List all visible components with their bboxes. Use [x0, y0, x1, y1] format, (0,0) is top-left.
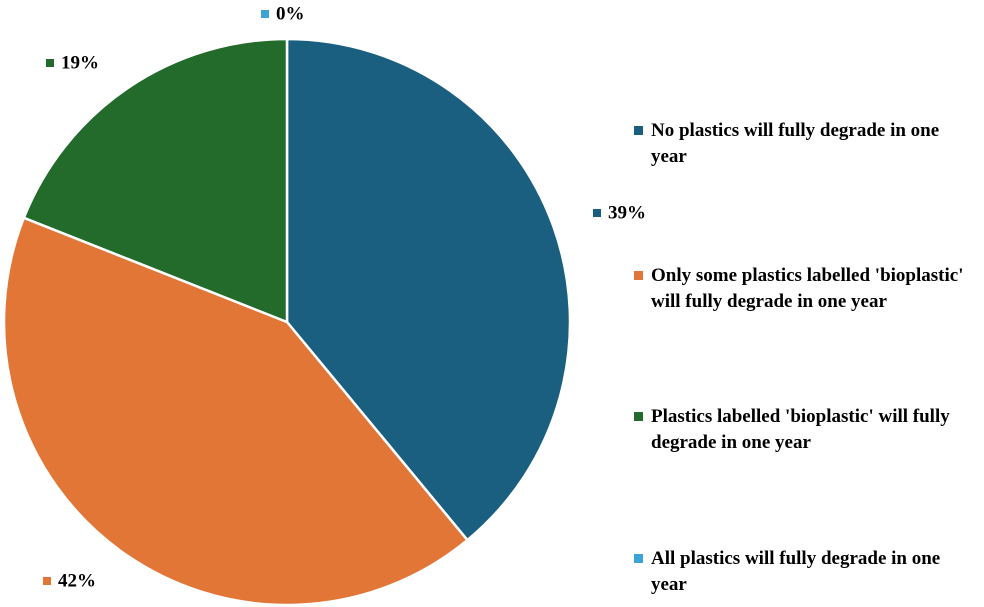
data-label-text: 39%	[608, 203, 646, 224]
legend-item: Only some plastics labelled 'bioplastic'…	[634, 263, 979, 315]
pie-slice	[285, 37, 572, 542]
data-label: 39%	[593, 203, 646, 224]
data-label-marker	[261, 10, 269, 18]
legend-item: Plastics labelled 'bioplastic' will full…	[634, 404, 979, 456]
pie-slice	[2, 216, 469, 607]
data-label-marker	[43, 577, 51, 585]
data-label: 42%	[43, 571, 96, 592]
data-label-text: 19%	[61, 53, 99, 74]
legend-label: All plastics will fully degrade in one y…	[651, 548, 941, 595]
legend-item: All plastics will fully degrade in one y…	[634, 546, 979, 598]
legend-item: No plastics will fully degrade in one ye…	[634, 118, 979, 170]
pie-data-labels: 39% 42% 19% 0%	[43, 4, 646, 592]
data-label-text: 42%	[58, 571, 96, 592]
legend-label: No plastics will fully degrade in one ye…	[651, 120, 940, 167]
legend-swatch	[634, 554, 643, 563]
data-label-text: 0%	[276, 4, 305, 25]
legend-swatch	[634, 412, 643, 421]
legend-label: Only some plastics labelled 'bioplastic'…	[651, 265, 964, 312]
legend-swatch	[634, 271, 643, 280]
data-label: 0%	[261, 4, 305, 25]
data-label-marker	[46, 59, 54, 67]
data-label-marker	[593, 209, 601, 217]
legend-swatch	[634, 126, 643, 135]
pie-slice	[22, 37, 289, 324]
data-label: 19%	[46, 53, 99, 74]
pie-slices	[2, 37, 572, 607]
legend-label: Plastics labelled 'bioplastic' will full…	[651, 406, 950, 453]
